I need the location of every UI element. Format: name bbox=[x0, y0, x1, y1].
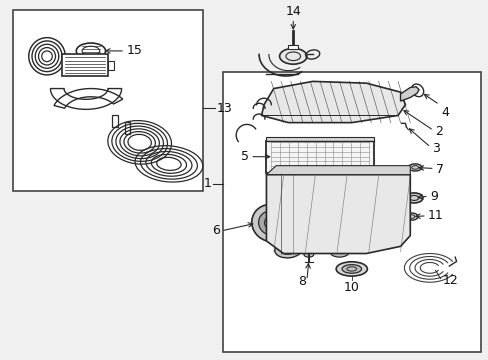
Ellipse shape bbox=[370, 233, 400, 249]
Ellipse shape bbox=[405, 213, 417, 220]
Polygon shape bbox=[400, 87, 418, 101]
Text: 8: 8 bbox=[298, 275, 306, 288]
Text: 12: 12 bbox=[442, 274, 457, 287]
Ellipse shape bbox=[279, 48, 306, 64]
Ellipse shape bbox=[405, 193, 422, 203]
Bar bbox=[124, 122, 130, 134]
Bar bbox=[108, 61, 114, 69]
Text: 13: 13 bbox=[216, 102, 232, 115]
Polygon shape bbox=[261, 81, 405, 123]
Bar bbox=[112, 115, 118, 127]
Text: 4: 4 bbox=[440, 106, 448, 119]
Bar bbox=[288, 45, 298, 49]
Ellipse shape bbox=[341, 265, 361, 273]
Polygon shape bbox=[266, 166, 409, 175]
Ellipse shape bbox=[258, 211, 284, 235]
Bar bbox=[13, 10, 203, 191]
Text: 10: 10 bbox=[343, 281, 359, 294]
Ellipse shape bbox=[274, 242, 302, 258]
Bar bbox=[222, 72, 480, 352]
Ellipse shape bbox=[329, 246, 348, 257]
Text: 14: 14 bbox=[285, 5, 301, 18]
Text: 15: 15 bbox=[126, 44, 142, 57]
Text: 6: 6 bbox=[211, 224, 219, 238]
Text: 9: 9 bbox=[429, 190, 437, 203]
Text: 1: 1 bbox=[203, 177, 211, 190]
Polygon shape bbox=[266, 175, 409, 253]
Text: 5: 5 bbox=[241, 150, 249, 163]
Text: 2: 2 bbox=[434, 125, 442, 138]
Text: 11: 11 bbox=[427, 210, 443, 222]
Ellipse shape bbox=[407, 164, 421, 171]
Bar bbox=[266, 140, 373, 173]
Ellipse shape bbox=[304, 252, 313, 257]
Bar bbox=[61, 54, 108, 76]
Ellipse shape bbox=[335, 262, 366, 276]
Bar bbox=[266, 137, 373, 140]
Text: 7: 7 bbox=[435, 163, 443, 176]
Ellipse shape bbox=[251, 204, 290, 242]
Text: 3: 3 bbox=[431, 142, 439, 155]
